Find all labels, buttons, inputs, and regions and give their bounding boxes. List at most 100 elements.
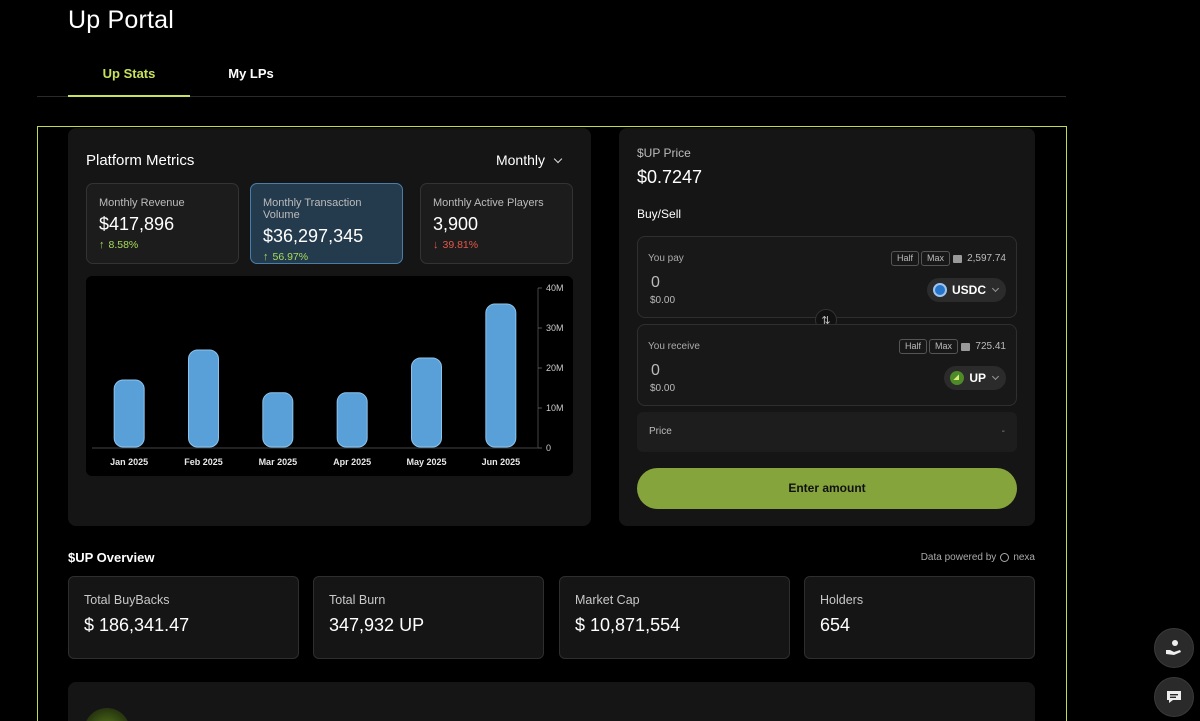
pay-token-label: USDC [951, 283, 986, 297]
x-tick-label: Mar 2025 [259, 457, 298, 467]
stat-value: $36,297,345 [263, 226, 364, 246]
bar [485, 303, 517, 448]
powered-by-label: Data powered by [920, 552, 997, 563]
receive-box: You receive Half Max 725.41 0 $0.00 UP [637, 324, 1017, 406]
pay-usd-value: $0.00 [650, 295, 676, 306]
overview-label: Market Cap [575, 593, 640, 607]
hand-heart-icon [1166, 640, 1181, 655]
stat-delta: ↑ 8.58% [99, 239, 226, 251]
up-token-icon [950, 371, 965, 385]
stat-card-transaction-volume[interactable]: Monthly Transaction Volume $36,297,345 ↑… [250, 183, 403, 264]
overview-card-burn: Total Burn 347,932 UP [313, 576, 544, 659]
buy-sell-heading: Buy/Sell [637, 207, 682, 221]
pay-balance: 2,597.74 [953, 253, 1006, 264]
receive-balance-value: 725.41 [975, 341, 1006, 352]
period-label: Monthly [495, 152, 545, 168]
receive-amount-input[interactable]: 0 [651, 362, 660, 379]
overview-value: $ 10,871,554 [575, 615, 681, 635]
pay-label: You pay [648, 253, 684, 264]
stat-value: 3,900 [433, 214, 479, 234]
stat-delta-value: 39.81% [442, 239, 479, 251]
support-button[interactable] [1154, 628, 1194, 668]
bar [411, 357, 442, 448]
bottom-panel [68, 682, 1035, 721]
x-tick-label: Jan 2025 [110, 457, 148, 467]
price-label: $UP Price [637, 146, 691, 160]
stat-delta-value: 56.97% [272, 251, 309, 263]
focus-frame [37, 126, 1067, 721]
x-tick-label: Apr 2025 [333, 457, 371, 467]
stat-card-active-players[interactable]: Monthly Active Players 3,900 ↓ 39.81% [420, 183, 573, 264]
bar [113, 379, 145, 448]
overview-card-market-cap: Market Cap $ 10,871,554 [559, 576, 790, 659]
pay-amount-input[interactable]: 0 [651, 274, 660, 291]
x-tick-label: Feb 2025 [184, 457, 223, 467]
half-button[interactable]: Half [899, 339, 928, 354]
overview-label: Total Burn [329, 593, 386, 607]
arrow-up-icon: ↑ [99, 239, 105, 251]
chevron-down-icon [991, 284, 1000, 293]
stat-label: Monthly Transaction Volume [263, 197, 362, 221]
x-tick-label: Jun 2025 [482, 457, 521, 467]
tab-bar: Up Stats My LPs [37, 54, 1066, 97]
x-tick-label: May 2025 [406, 457, 446, 467]
max-button[interactable]: Max [921, 251, 951, 266]
stat-value: $417,896 [99, 214, 175, 234]
receive-usd-value: $0.00 [650, 383, 676, 394]
chat-icon [1167, 691, 1181, 703]
swap-panel: $UP Price $0.7247 Buy/Sell You pay Half … [619, 128, 1035, 526]
overview-value: 654 [820, 615, 851, 635]
chevron-down-icon [991, 372, 1000, 381]
max-button[interactable]: Max [929, 339, 959, 354]
price-row-label: Price [649, 426, 672, 437]
pay-box: You pay Half Max 2,597.74 0 $0.00 USDC [637, 236, 1017, 318]
enter-amount-button[interactable]: Enter amount [637, 468, 1017, 509]
arrow-up-icon: ↑ [263, 251, 269, 263]
bar [336, 392, 368, 448]
token-logo-icon [84, 708, 130, 721]
wallet-icon [953, 254, 963, 263]
receive-balance: 725.41 [961, 341, 1006, 352]
overview-value: 347,932 UP [329, 615, 425, 635]
stat-label: Monthly Revenue [99, 197, 185, 209]
receive-token-label: UP [969, 371, 986, 385]
chat-button[interactable] [1154, 677, 1194, 717]
overview-title: $UP Overview [68, 550, 155, 565]
bar [188, 349, 219, 448]
overview-card-buybacks: Total BuyBacks $ 186,341.47 [68, 576, 299, 659]
nexa-logo-icon [1000, 553, 1010, 562]
y-tick-label: 30M [546, 323, 564, 333]
half-button[interactable]: Half [891, 251, 920, 266]
swap-arrows-icon: ⇅ [821, 314, 831, 327]
price-row: Price - [637, 412, 1017, 452]
receive-token-select[interactable]: UP [944, 366, 1006, 390]
arrow-down-icon: ↓ [433, 239, 439, 251]
y-tick-label: 20M [546, 363, 564, 373]
powered-by: Data powered by nexa [921, 552, 1035, 563]
overview-card-holders: Holders 654 [804, 576, 1035, 659]
y-tick-label: 10M [546, 403, 564, 413]
period-dropdown[interactable]: Monthly [495, 152, 563, 168]
receive-label: You receive [648, 341, 700, 352]
wallet-icon [961, 342, 971, 351]
stat-label: Monthly Active Players [433, 197, 544, 209]
stat-delta-value: 8.58% [108, 239, 139, 251]
y-tick-label: 40M [546, 283, 564, 293]
pay-token-select[interactable]: USDC [926, 278, 1006, 302]
y-tick-label: 0 [546, 443, 551, 453]
volume-chart: 0 10M 20M 30M 40M Jan 2025 Feb 2025 Mar 2025 Apr… [86, 276, 573, 476]
usdc-icon [932, 283, 947, 297]
tab-my-lps[interactable]: My LPs [228, 66, 274, 81]
bar [262, 392, 294, 448]
tab-up-stats[interactable]: Up Stats [68, 54, 190, 97]
provider-name: nexa [1013, 552, 1035, 563]
price-row-value: - [1001, 426, 1005, 437]
stat-delta: ↓ 39.81% [433, 239, 560, 251]
price-value: $0.7247 [637, 167, 703, 187]
stat-delta: ↑ 56.97% [263, 251, 390, 263]
chevron-down-icon [553, 154, 563, 163]
overview-value: $ 186,341.47 [84, 615, 190, 635]
platform-metrics-panel: Platform Metrics Monthly Monthly Revenue… [68, 128, 591, 526]
pay-balance-value: 2,597.74 [967, 253, 1006, 264]
stat-card-revenue[interactable]: Monthly Revenue $417,896 ↑ 8.58% [86, 183, 239, 264]
